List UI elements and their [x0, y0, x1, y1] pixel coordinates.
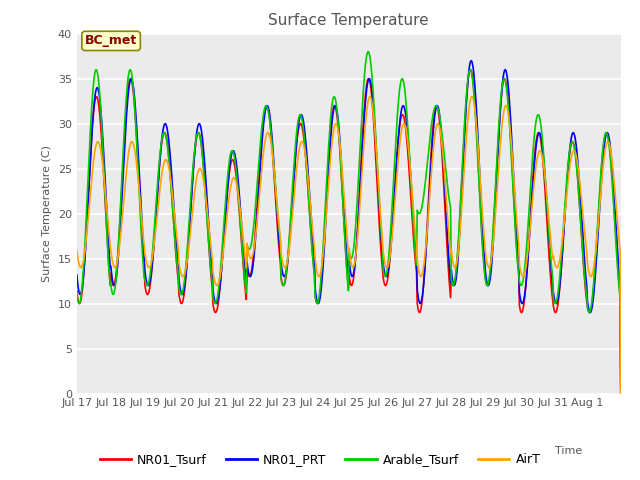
- Line: AirT: AirT: [77, 96, 621, 394]
- NR01_PRT: [467, 58, 475, 63]
- NR01_Tsurf: [237, 228, 244, 234]
- AirT: [73, 248, 81, 253]
- Y-axis label: Surface Temperature (C): Surface Temperature (C): [42, 145, 52, 282]
- AirT: [264, 130, 271, 135]
- Arable_Tsurf: [137, 219, 145, 225]
- NR01_Tsurf: [405, 162, 413, 168]
- NR01_PRT: [435, 109, 443, 115]
- NR01_PRT: [264, 103, 271, 108]
- Line: NR01_PRT: NR01_PRT: [77, 60, 621, 394]
- Arable_Tsurf: [284, 249, 292, 255]
- Line: NR01_Tsurf: NR01_Tsurf: [77, 70, 621, 394]
- NR01_PRT: [137, 197, 145, 203]
- AirT: [137, 204, 145, 210]
- Arable_Tsurf: [364, 49, 372, 55]
- Arable_Tsurf: [73, 289, 81, 295]
- Line: Arable_Tsurf: Arable_Tsurf: [77, 52, 621, 394]
- Text: BC_met: BC_met: [85, 35, 137, 48]
- Arable_Tsurf: [617, 391, 625, 396]
- NR01_Tsurf: [73, 288, 81, 294]
- AirT: [284, 253, 292, 259]
- Arable_Tsurf: [237, 224, 244, 229]
- NR01_Tsurf: [435, 115, 443, 121]
- NR01_PRT: [405, 144, 413, 149]
- Legend: NR01_Tsurf, NR01_PRT, Arable_Tsurf, AirT: NR01_Tsurf, NR01_PRT, Arable_Tsurf, AirT: [95, 448, 545, 471]
- Arable_Tsurf: [406, 152, 413, 158]
- NR01_PRT: [73, 272, 81, 278]
- AirT: [468, 94, 476, 99]
- AirT: [435, 123, 443, 129]
- AirT: [237, 212, 244, 217]
- NR01_Tsurf: [617, 391, 625, 396]
- NR01_Tsurf: [467, 67, 474, 72]
- NR01_Tsurf: [137, 210, 145, 216]
- NR01_Tsurf: [284, 255, 292, 261]
- NR01_PRT: [284, 253, 292, 259]
- Arable_Tsurf: [264, 105, 271, 111]
- Text: Time: Time: [555, 445, 582, 456]
- NR01_PRT: [237, 209, 244, 215]
- Title: Surface Temperature: Surface Temperature: [269, 13, 429, 28]
- Arable_Tsurf: [436, 115, 444, 121]
- AirT: [405, 148, 413, 154]
- NR01_PRT: [617, 391, 625, 396]
- AirT: [617, 391, 625, 396]
- NR01_Tsurf: [264, 104, 271, 110]
